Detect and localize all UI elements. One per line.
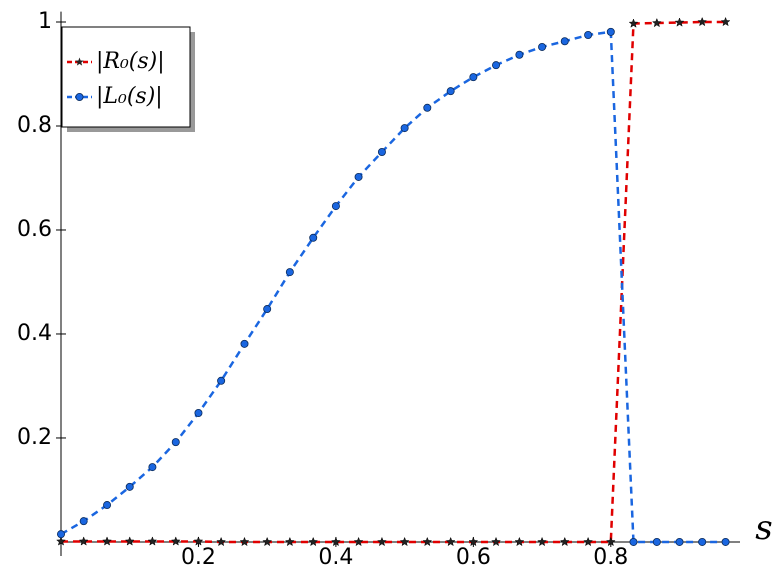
point [102,536,113,546]
point [78,536,89,546]
y-tick-label: 0.4 [17,321,52,346]
point [285,268,294,277]
point [125,482,134,491]
point [399,536,410,547]
point [147,536,158,546]
point [491,536,501,547]
point [674,17,685,27]
point [376,536,387,547]
point [377,147,386,156]
legend-label: |R₀(s)| [96,49,165,74]
x-tick-label: 0.8 [593,545,628,570]
point [194,409,203,418]
x-tick-label: 0.2 [181,545,216,570]
point [308,536,319,547]
point [284,536,295,547]
point [559,536,570,547]
point [468,536,479,547]
point [56,536,66,546]
point [423,103,432,112]
point [331,202,340,211]
point [584,30,593,39]
legend-box [61,26,191,128]
point [79,517,88,526]
point [514,536,525,547]
point [57,530,66,539]
point [469,73,478,82]
point [170,536,181,546]
point [354,172,363,181]
point [240,339,249,348]
point [583,536,594,547]
point [538,42,547,51]
x-tick-label: 0.6 [456,545,491,570]
point [652,537,661,546]
point [628,18,639,28]
y-tick-label: 0.2 [17,425,52,450]
point [697,16,708,27]
x-tick-label: 0.4 [318,545,353,570]
point [492,61,501,70]
point [605,536,616,547]
point [400,124,409,133]
point [606,27,615,36]
point [171,438,180,447]
point [698,537,707,546]
point [537,536,548,547]
point [239,536,250,547]
point [262,536,273,547]
legend: |R₀(s)| |L₀(s)| [61,26,195,132]
point [675,537,684,546]
point [263,305,272,314]
point [309,233,318,242]
point [353,536,364,547]
series-line [61,20,726,544]
y-tick-label: 1 [38,9,52,34]
point [629,537,638,546]
point [216,536,227,547]
point [148,463,157,472]
point [103,501,112,510]
legend-marker [75,93,84,102]
point [651,17,662,28]
point [445,536,456,547]
legend-marker [75,57,84,66]
point [560,37,569,46]
point [422,536,433,547]
point [124,536,135,546]
point [217,376,226,385]
x-axis-label: s [755,508,772,548]
point [193,536,204,546]
series-line [60,30,726,544]
point [330,536,341,547]
point [720,16,731,27]
point [446,87,455,96]
point [721,537,730,546]
point [515,50,524,59]
y-tick-label: 0.8 [17,113,52,138]
legend-label: |L₀(s)| [96,84,163,109]
y-tick-label: 0.6 [17,217,52,242]
